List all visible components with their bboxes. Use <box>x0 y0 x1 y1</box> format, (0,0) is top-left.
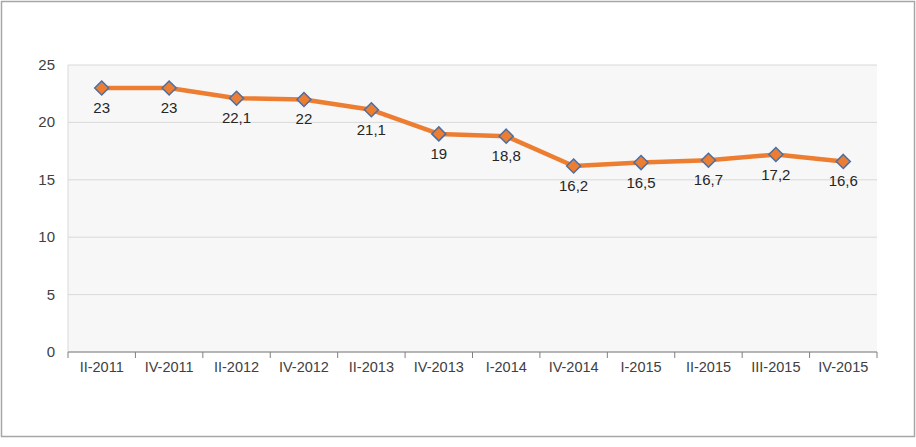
y-tick-label: 0 <box>47 343 55 360</box>
x-tick-label: IV-2015 <box>818 359 868 375</box>
series-line <box>102 88 844 166</box>
x-tick-label: I-2014 <box>486 359 527 375</box>
x-tick-mark <box>135 352 136 358</box>
marker <box>230 91 244 105</box>
data-label: 19 <box>430 145 447 162</box>
x-tick-mark <box>202 352 203 358</box>
data-label: 17,2 <box>761 166 790 183</box>
x-tick-label: I-2015 <box>620 359 661 375</box>
marker <box>95 81 109 95</box>
x-tick-mark <box>674 352 675 358</box>
marker <box>567 159 581 173</box>
grid-line <box>68 122 877 123</box>
marker <box>162 81 176 95</box>
marker <box>836 154 850 168</box>
x-tick-mark <box>539 352 540 358</box>
x-tick-label: IV-2014 <box>549 359 599 375</box>
grid-line <box>68 65 877 66</box>
y-tick-label: 15 <box>38 171 55 188</box>
marker <box>769 148 783 162</box>
marker <box>634 156 648 170</box>
grid-line <box>68 294 877 295</box>
x-tick-mark <box>270 352 271 358</box>
grid-line <box>68 237 877 238</box>
x-tick-mark <box>68 352 69 358</box>
chart-frame <box>2 2 915 437</box>
chart: 0 5 10 15 20 25 II-2011 IV-2011 II-2012 IV-2012 II… <box>0 0 916 447</box>
data-label: 16,5 <box>626 174 655 191</box>
x-tick-label: IV-2011 <box>145 359 194 375</box>
data-label: 18,8 <box>492 147 521 164</box>
marker <box>499 129 513 143</box>
x-tick-mark <box>405 352 406 358</box>
y-tick-label: 25 <box>38 56 55 73</box>
x-tick-mark <box>472 352 473 358</box>
x-tick-mark <box>877 352 878 358</box>
x-tick-mark <box>607 352 608 358</box>
chart-root: 0 5 10 15 20 25 II-2011 IV-2011 II-2012 IV-2012 II… <box>0 0 916 447</box>
x-tick-mark <box>809 352 810 358</box>
data-label: 22 <box>296 110 313 127</box>
y-tick-label: 5 <box>47 286 55 303</box>
data-label: 22,1 <box>222 109 251 126</box>
x-tick-label: IV-2013 <box>414 359 464 375</box>
data-label: 16,6 <box>829 172 858 189</box>
data-label: 21,1 <box>357 121 386 138</box>
y-tick-label: 20 <box>38 113 55 130</box>
x-tick-mark <box>337 352 338 358</box>
data-label: 16,2 <box>559 177 588 194</box>
marker <box>701 153 715 167</box>
plot-area <box>68 65 877 352</box>
x-tick-label: II-2012 <box>214 359 259 375</box>
data-label: 23 <box>93 99 110 116</box>
x-tick-label: III-2015 <box>751 359 800 375</box>
y-tick-label: 10 <box>38 228 55 245</box>
grid-line <box>68 179 877 180</box>
x-tick-label: II-2013 <box>349 359 394 375</box>
x-tick-label: II-2015 <box>686 359 731 375</box>
marker <box>364 103 378 117</box>
data-label: 23 <box>161 99 178 116</box>
x-tick-mark <box>742 352 743 358</box>
series-group <box>95 81 851 173</box>
x-tick-label: II-2011 <box>80 359 124 375</box>
marker <box>432 127 446 141</box>
y-axis-line <box>68 65 69 352</box>
marker <box>297 92 311 106</box>
x-tick-label: IV-2012 <box>279 359 329 375</box>
data-label: 16,7 <box>694 171 723 188</box>
